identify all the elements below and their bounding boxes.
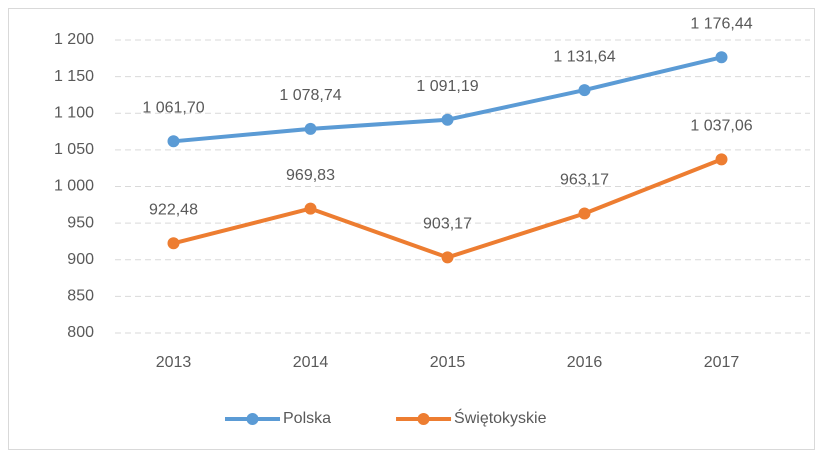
data-point [441, 251, 454, 264]
data-label: 1 091,19 [416, 78, 478, 95]
data-label: 1 037,06 [690, 118, 752, 135]
data-label: 963,17 [560, 172, 609, 189]
data-point [304, 202, 317, 215]
data-label: 922,48 [149, 202, 198, 219]
data-label: 969,83 [286, 167, 335, 184]
y-tick-label: 1 150 [54, 68, 94, 85]
data-point [167, 135, 180, 148]
data-label: 1 078,74 [279, 87, 341, 104]
y-tick-label: 950 [67, 214, 94, 231]
y-tick-label: 1 200 [54, 31, 94, 48]
data-point [441, 113, 454, 126]
x-tick-label: 2014 [293, 354, 329, 371]
x-tick-label: 2013 [156, 354, 192, 371]
data-point [715, 153, 728, 166]
y-tick-label: 850 [67, 288, 94, 305]
legend-label: Polska [283, 410, 331, 427]
data-point [304, 122, 317, 135]
y-tick-label: 900 [67, 251, 94, 268]
y-tick-label: 1 100 [54, 104, 94, 121]
data-label: 1 131,64 [553, 48, 615, 65]
data-point [578, 207, 591, 220]
chart-frame [8, 8, 815, 450]
data-label: 903,17 [423, 216, 472, 233]
legend-marker [417, 413, 430, 425]
y-tick-label: 1 050 [54, 141, 94, 158]
data-label: 1 061,70 [142, 100, 204, 117]
y-tick-label: 800 [67, 324, 94, 341]
y-tick-label: 1 000 [54, 178, 94, 195]
x-tick-label: 2015 [430, 354, 466, 371]
data-label: 1 176,44 [690, 15, 752, 32]
data-point [715, 51, 728, 64]
x-tick-label: 2017 [704, 354, 740, 371]
x-tick-label: 2016 [567, 354, 603, 371]
legend-marker [246, 413, 259, 425]
data-point [167, 237, 180, 250]
data-point [578, 84, 591, 97]
legend-label: Świętokyskie [454, 408, 547, 427]
